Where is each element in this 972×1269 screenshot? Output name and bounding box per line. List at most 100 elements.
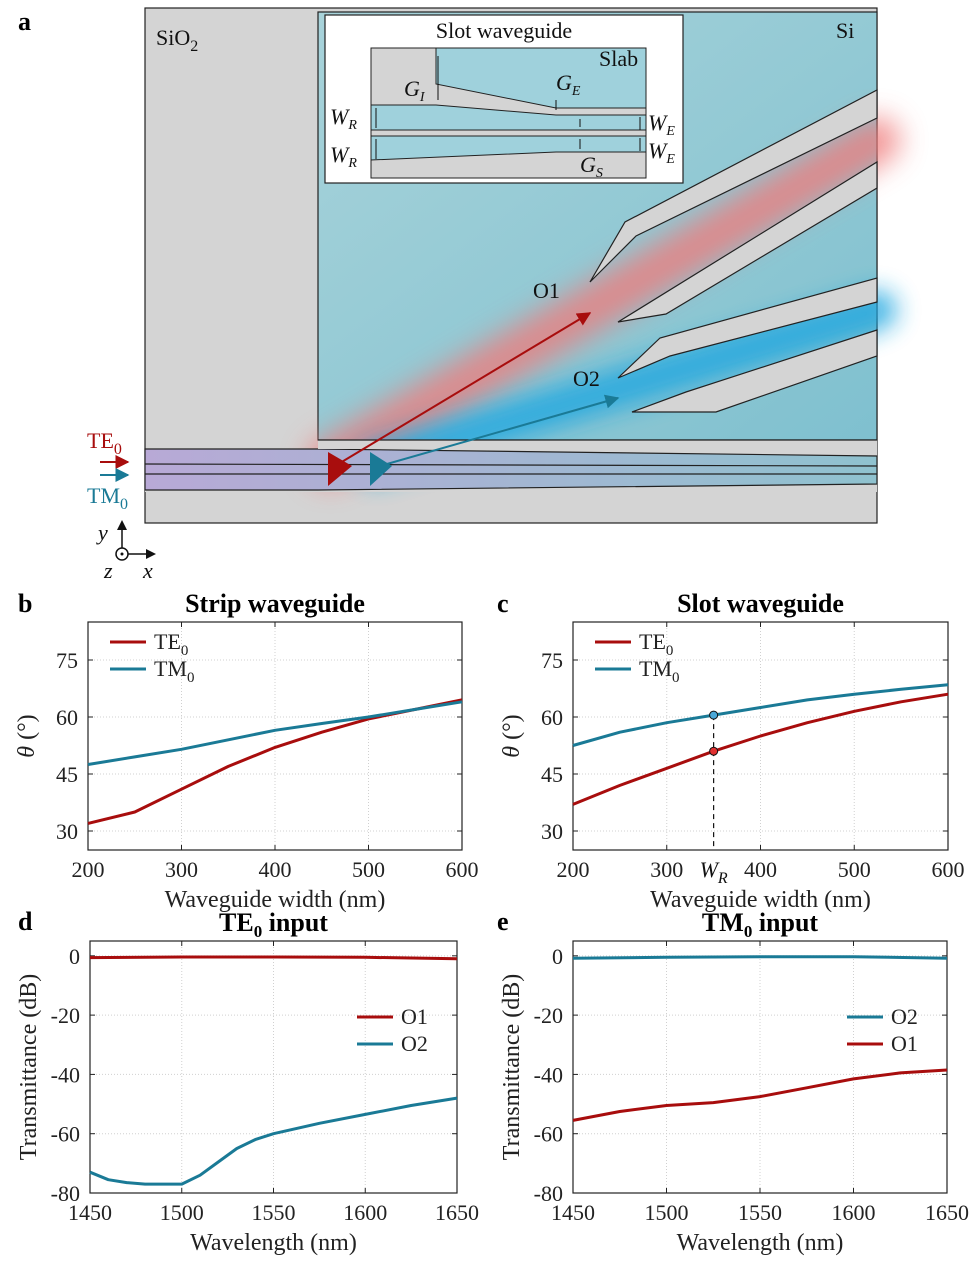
- y-tick-label: 0: [552, 944, 563, 969]
- y-tick-label: 60: [56, 705, 78, 730]
- chart-slot-waveguide: 200 300 400 500 600 30 45 60 75 Waveguide width (…: [499, 589, 965, 913]
- legend-label: TM0: [154, 656, 195, 686]
- sio2-label: SiO2: [156, 25, 198, 55]
- series-line-te: [572, 692, 949, 806]
- y-axis-label: θ (°): [14, 714, 40, 757]
- x-axis-label: Waveguide width (nm): [650, 887, 871, 913]
- x-tick-label: 1550: [252, 1200, 296, 1225]
- tm-input-label: TM0: [87, 483, 128, 513]
- te-propagation-arrow: [334, 312, 592, 467]
- o1-label: O1: [533, 278, 560, 303]
- te-input-label: TE0: [87, 428, 122, 458]
- chart-title: TE0 input: [219, 908, 328, 941]
- x-tick-label: 500: [838, 857, 871, 882]
- x-tick-label: 600: [932, 857, 965, 882]
- y-tick-label: 0: [69, 944, 80, 969]
- series-line-o1: [89, 955, 458, 961]
- tm-launch-marker: [370, 452, 392, 486]
- legend-label: TE0: [639, 629, 673, 659]
- chart-strip-waveguide: 200 300 400 500 600 30 45 60 75 Waveguide width (…: [14, 589, 479, 913]
- y-tick-label: -80: [534, 1181, 563, 1206]
- y-tick-label: -20: [534, 1003, 563, 1028]
- slot-waveguide-inset: Slot waveguide Slab GI GE GS WR WR WE WE: [324, 14, 684, 184]
- series-line-tm: [572, 683, 949, 747]
- te-beam: [307, 117, 900, 485]
- inset-title: Slot waveguide: [436, 18, 572, 43]
- x-tick-label: 600: [446, 857, 479, 882]
- x-tick-label: 1450: [68, 1200, 112, 1225]
- we-label-1: WE: [648, 110, 675, 139]
- schematic-panel: a SiO2 Si O1 O2 TE0 TM0: [18, 7, 900, 583]
- y-tick-label: 30: [541, 819, 563, 844]
- y-tick-label: 75: [56, 648, 78, 673]
- y-tick-label: -60: [534, 1122, 563, 1147]
- wr-label-1: WR: [330, 104, 357, 133]
- panel-letter-b: b: [18, 589, 32, 618]
- te-launch-marker: [328, 452, 352, 486]
- tm-marker-point: [709, 710, 719, 720]
- legend-label: O1: [891, 1031, 918, 1056]
- y-tick-label: 75: [541, 648, 563, 673]
- y-tick-label: 45: [56, 762, 78, 787]
- panel-letter-e: e: [497, 907, 509, 936]
- y-tick-label: 60: [541, 705, 563, 730]
- series-line-o2: [572, 955, 948, 960]
- output-guide-o2-upper: [617, 277, 878, 379]
- x-tick-label: 300: [165, 857, 198, 882]
- y-tick-label: -80: [51, 1181, 80, 1206]
- axis-z-label: z: [103, 558, 113, 583]
- legend-label: O2: [891, 1004, 918, 1029]
- coordinate-axes: y z x: [96, 520, 156, 583]
- series-line-o1: [572, 1068, 948, 1122]
- output-guide-o1-lower: [617, 160, 878, 323]
- chart-tm0-input: 1450 1500 1550 1600 1650 -80 -60 -40 -20 0 Wavelen…: [499, 908, 969, 1256]
- chart-title: Slot waveguide: [677, 589, 844, 618]
- axis-y-label: y: [96, 520, 108, 545]
- x-tick-label: 200: [72, 857, 105, 882]
- x-tick-label: 400: [259, 857, 292, 882]
- gi-label: GI: [404, 76, 426, 105]
- x-tick-label: 200: [557, 857, 590, 882]
- chart-title: TM0 input: [702, 908, 818, 941]
- tm-propagation-arrow: [379, 394, 620, 467]
- panel-letter-c: c: [497, 589, 509, 618]
- y-axis-label: θ (°): [499, 714, 525, 757]
- gs-label: GS: [580, 152, 603, 181]
- x-tick-label: 400: [744, 857, 777, 882]
- y-axis-label: Transmittance (dB): [16, 974, 42, 1160]
- si-label: Si: [836, 18, 854, 43]
- chart-title: Strip waveguide: [185, 589, 365, 618]
- y-tick-label: 30: [56, 819, 78, 844]
- chart-te0-input: 1450 1500 1550 1600 1650 -80 -60 -40 -20 0 Wavelen…: [16, 908, 479, 1256]
- x-tick-label: 1600: [343, 1200, 387, 1225]
- output-guide-o1-upper: [589, 89, 878, 283]
- ge-label: GE: [556, 70, 581, 99]
- panel-letter-a: a: [18, 7, 31, 36]
- we-label-2: WE: [648, 138, 675, 167]
- wr-label-2: WR: [330, 142, 357, 171]
- x-axis-label: Wavelength (nm): [677, 1230, 844, 1256]
- legend-label: TM0: [639, 656, 680, 686]
- x-axis-label: Wavelength (nm): [190, 1230, 357, 1256]
- legend-label: O2: [401, 1031, 428, 1056]
- x-tick-label: 1550: [738, 1200, 782, 1225]
- tm-beam: [355, 290, 897, 482]
- x-tick-label: 1600: [832, 1200, 876, 1225]
- x-tick-label: 1450: [551, 1200, 595, 1225]
- x-tick-label: 1650: [435, 1200, 479, 1225]
- te-marker-point: [709, 746, 719, 756]
- o2-label: O2: [573, 366, 600, 391]
- x-tick-label: 1500: [645, 1200, 689, 1225]
- legend-label: O1: [401, 1004, 428, 1029]
- axis-x-label: x: [142, 558, 153, 583]
- wr-axis-label: WR: [700, 857, 728, 887]
- y-axis-label: Transmittance (dB): [499, 974, 525, 1160]
- x-tick-label: 500: [352, 857, 385, 882]
- x-axis-label: Waveguide width (nm): [165, 887, 386, 913]
- y-tick-label: -60: [51, 1122, 80, 1147]
- y-tick-label: -40: [51, 1062, 80, 1087]
- panel-letter-d: d: [18, 907, 33, 936]
- x-tick-label: 1500: [160, 1200, 204, 1225]
- y-tick-label: -40: [534, 1062, 563, 1087]
